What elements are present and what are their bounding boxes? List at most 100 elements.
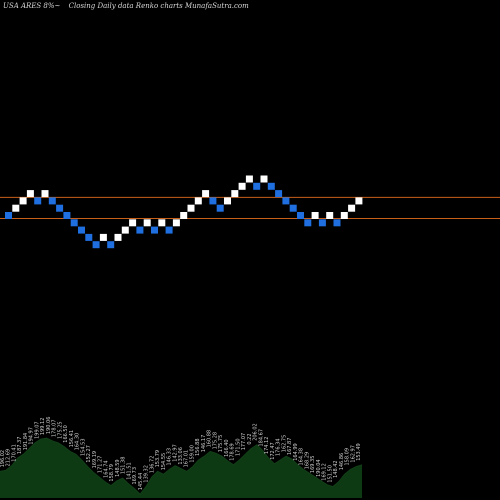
up-brick [129,219,137,227]
volume-label: 158.09 [345,448,351,466]
up-brick [311,212,319,219]
volume-label: 171.50 [235,439,241,457]
down-brick [282,197,290,205]
volume-label: 194.97 [29,427,35,445]
volume-label: 175.75 [218,435,224,453]
down-brick [63,212,71,219]
volume-label: 148.42 [333,460,339,478]
volume-area [0,438,362,498]
down-brick [34,197,42,205]
down-brick [209,197,217,205]
up-brick [121,226,129,234]
volume-label: 169.19 [92,451,98,469]
down-brick [70,219,78,227]
down-brick [136,226,144,234]
volume-label: 159.00 [190,445,196,463]
volume-label: 166.40 [224,439,230,457]
up-brick [340,212,348,219]
up-brick [41,190,49,198]
volume-label: 145.44 [138,473,144,491]
volume-label: 151.50 [327,465,333,483]
down-brick [297,212,304,219]
volume-label: 153.79 [155,450,161,468]
up-brick [172,219,180,227]
volume-label: 174.12 [264,437,270,455]
up-brick [158,219,166,227]
volume-label: 178.69 [230,443,236,461]
volume-label: 164.38 [299,448,305,466]
up-brick [238,182,246,190]
volume-label: 167.87 [287,438,293,456]
volume-label: 178.07 [52,420,58,438]
volume-label: 199.07 [35,421,41,439]
down-brick [5,212,12,219]
volume-label: 154.53 [80,439,86,457]
down-brick [165,226,173,234]
down-brick [85,233,93,241]
down-brick [267,182,275,190]
volume-label: 136.72 [149,456,155,474]
up-brick [224,197,231,205]
chart-description: Closing Daily data Renko charts MunafaSu… [68,2,249,10]
up-brick [355,197,363,205]
up-brick [245,175,253,183]
volume-label: 151.38 [121,457,127,475]
up-brick [194,197,202,205]
volume-label: 158.79 [109,464,115,482]
volume-label: 171.27 [98,456,104,474]
volume-label: 153.49 [356,443,362,461]
volume-label: 164.74 [103,460,109,478]
volume-label: 212.69 [6,449,12,467]
volume-label: 170.41 [12,444,18,462]
down-brick [92,241,100,249]
down-brick [304,219,312,227]
volume-label: 169.12 [322,463,328,481]
volume-label: 133.06 [178,447,184,465]
volume-label: 160.88 [207,430,213,448]
volume-label: 146.86 [339,453,345,471]
volume-label: 164.99 [293,443,299,461]
volume-top-line [0,437,363,495]
down-brick [333,219,341,227]
volume-label: 152.27 [86,445,92,463]
renko-bricks [5,175,363,249]
down-brick [275,190,283,198]
volume-label: 148.59 [115,459,121,477]
volume-label: 187.37 [17,437,23,455]
up-brick [19,197,27,205]
up-brick [326,212,334,219]
volume-label: 0.22 [247,433,253,444]
volume-label: 156.88 [195,439,201,457]
down-brick [107,241,115,249]
volume-label: 142.97 [172,444,178,462]
down-brick [48,197,56,205]
volume-label: 175.25 [57,421,63,439]
up-brick [231,190,239,198]
volume-label: 206.02 [253,423,259,441]
volume-label: 175.28 [213,432,219,450]
volume-label: 166.50 [63,425,69,443]
up-brick [180,212,188,219]
volume-label: 154.55 [161,453,167,471]
down-brick [216,204,224,212]
up-brick [143,219,151,227]
up-brick [12,204,20,212]
reference-lines [0,196,500,219]
volume-label: 177.07 [241,433,247,451]
volume-label: 146.17 [201,435,207,453]
up-brick [202,190,210,198]
volume-label: 169.35 [310,456,316,474]
volume-label: 191.84 [23,433,29,451]
volume-label: 199.12 [40,418,46,436]
volume-label: 190.06 [46,417,52,435]
symbol-label: USA ARES 8%~ [3,2,61,10]
down-brick [289,204,297,212]
up-brick [114,233,122,241]
volume-label: 196.02 [0,450,6,468]
up-brick [260,175,268,183]
volume-label: 167.01 [184,450,190,468]
up-brick [187,204,195,212]
volume-label: 141.51 [126,462,132,480]
volume-label: 169.73 [132,467,138,485]
